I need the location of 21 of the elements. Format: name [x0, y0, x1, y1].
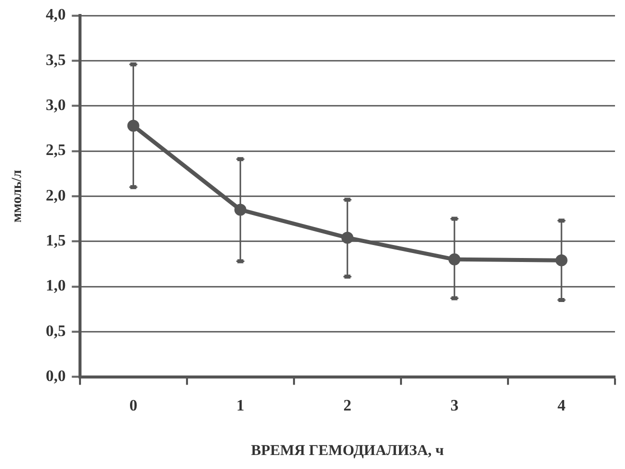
y-tick-label: 4,0	[46, 6, 66, 24]
y-tick-label: 2,0	[46, 187, 66, 204]
point	[555, 254, 568, 266]
y-tick-label: 0,0	[46, 368, 66, 385]
point	[341, 232, 354, 244]
point	[127, 120, 140, 132]
x-tick-label: 0	[129, 398, 138, 415]
x-tick-label: 3	[450, 398, 458, 415]
y-tick-label: 3,5	[46, 52, 66, 69]
y-tick-label: 1,5	[46, 232, 66, 250]
y-tick-label: 1,0	[46, 278, 66, 295]
x-axis-title: ВРЕМЯ ГЕМОДИАЛИЗА, ч	[250, 442, 444, 459]
y-tick-label: 3,0	[46, 97, 66, 114]
x-tick-label: 4	[557, 398, 566, 415]
x-tick-label: 2	[343, 398, 352, 415]
y-axis-title: ммоль/л	[10, 170, 26, 223]
y-tick-label: 0,5	[46, 322, 66, 340]
x-tick-label: 1	[236, 398, 244, 415]
point	[234, 204, 246, 216]
y-tick-label: 2,5	[46, 142, 66, 160]
point	[448, 253, 460, 266]
